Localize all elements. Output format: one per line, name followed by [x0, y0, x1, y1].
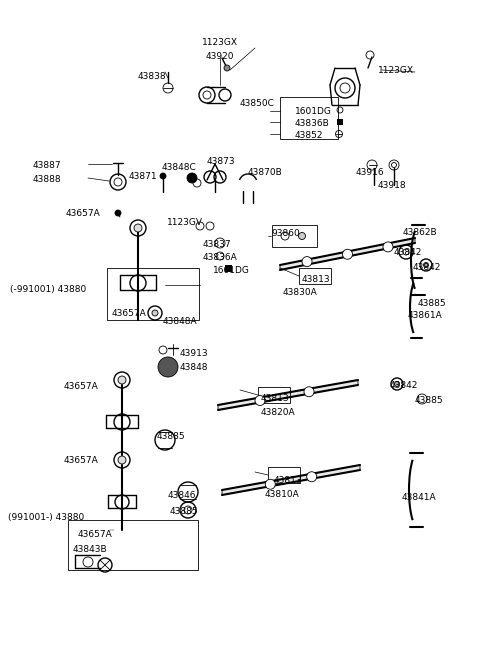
- Text: 1123GV: 1123GV: [167, 218, 203, 227]
- Text: 43850C: 43850C: [240, 99, 275, 108]
- Text: 43843B: 43843B: [73, 545, 108, 554]
- Bar: [299, 268, 331, 284]
- Text: 43885: 43885: [170, 507, 199, 516]
- Text: 43846: 43846: [168, 491, 196, 500]
- Text: 43888: 43888: [33, 175, 61, 184]
- Text: 43848A: 43848A: [163, 317, 198, 326]
- Text: 43873: 43873: [207, 157, 236, 166]
- Bar: [272, 225, 317, 247]
- Polygon shape: [218, 380, 358, 410]
- Text: 43871: 43871: [129, 172, 157, 181]
- Text: 43842: 43842: [394, 248, 422, 257]
- Circle shape: [187, 173, 197, 183]
- Bar: [268, 467, 300, 483]
- Text: 43842: 43842: [413, 263, 442, 272]
- Text: 43918: 43918: [378, 181, 406, 190]
- Text: 43820A: 43820A: [261, 408, 296, 417]
- Circle shape: [343, 250, 352, 259]
- Circle shape: [134, 224, 142, 232]
- Text: 43813: 43813: [261, 394, 289, 403]
- Text: 43920: 43920: [206, 52, 234, 61]
- Text: 43887: 43887: [33, 161, 61, 170]
- Text: 43830A: 43830A: [283, 288, 318, 297]
- Text: 43841A: 43841A: [402, 493, 437, 502]
- Text: 43657A: 43657A: [78, 530, 113, 539]
- Text: 43862B: 43862B: [403, 228, 438, 237]
- Text: 43838: 43838: [138, 72, 166, 81]
- Text: 43810A: 43810A: [265, 490, 300, 499]
- Polygon shape: [222, 465, 360, 495]
- Circle shape: [152, 310, 158, 316]
- Circle shape: [307, 472, 317, 481]
- Text: 43842: 43842: [390, 381, 419, 390]
- Circle shape: [302, 257, 312, 267]
- Circle shape: [265, 479, 276, 489]
- Text: 1601DG: 1601DG: [213, 266, 250, 275]
- Bar: [280, 97, 338, 139]
- Circle shape: [395, 381, 399, 386]
- Text: (-991001) 43880: (-991001) 43880: [10, 285, 86, 294]
- Circle shape: [160, 173, 166, 179]
- Circle shape: [118, 456, 126, 464]
- Text: 43657A: 43657A: [112, 309, 147, 318]
- Text: 43885: 43885: [415, 396, 444, 405]
- Circle shape: [255, 396, 265, 405]
- Circle shape: [392, 162, 396, 168]
- Circle shape: [203, 91, 211, 99]
- Circle shape: [299, 233, 305, 240]
- Circle shape: [423, 263, 429, 267]
- Text: 43813: 43813: [302, 275, 331, 284]
- Bar: [225, 265, 231, 272]
- Text: 43657A: 43657A: [64, 382, 99, 391]
- Text: 43837: 43837: [203, 240, 232, 249]
- Text: 43836A: 43836A: [203, 253, 238, 262]
- Bar: [68, 520, 198, 570]
- Polygon shape: [280, 238, 415, 270]
- Text: 1601DG: 1601DG: [295, 107, 332, 116]
- Text: 43852: 43852: [295, 131, 324, 140]
- Text: 43913: 43913: [180, 349, 209, 358]
- Circle shape: [115, 210, 121, 216]
- Text: 43836B: 43836B: [295, 119, 330, 128]
- Text: 1123GX: 1123GX: [202, 38, 238, 47]
- Text: 43848C: 43848C: [162, 163, 197, 172]
- Text: 43813: 43813: [274, 476, 302, 485]
- Circle shape: [383, 242, 393, 252]
- Circle shape: [224, 65, 230, 71]
- Text: 43885: 43885: [418, 299, 446, 308]
- Text: (991001-) 43880: (991001-) 43880: [8, 513, 84, 522]
- Text: 93860: 93860: [271, 229, 300, 238]
- Text: 43861A: 43861A: [408, 311, 443, 320]
- Text: 43657A: 43657A: [64, 456, 99, 465]
- Circle shape: [158, 357, 178, 377]
- Bar: [337, 119, 343, 125]
- Circle shape: [304, 386, 314, 397]
- Text: 43885: 43885: [157, 432, 186, 441]
- Text: 1123GX: 1123GX: [378, 66, 414, 75]
- Bar: [107, 268, 199, 320]
- Circle shape: [118, 376, 126, 384]
- Text: 43870B: 43870B: [248, 168, 283, 177]
- Text: 43848: 43848: [180, 363, 208, 372]
- Bar: [258, 387, 290, 403]
- Text: 43657A: 43657A: [66, 209, 101, 218]
- Text: 43916: 43916: [356, 168, 384, 177]
